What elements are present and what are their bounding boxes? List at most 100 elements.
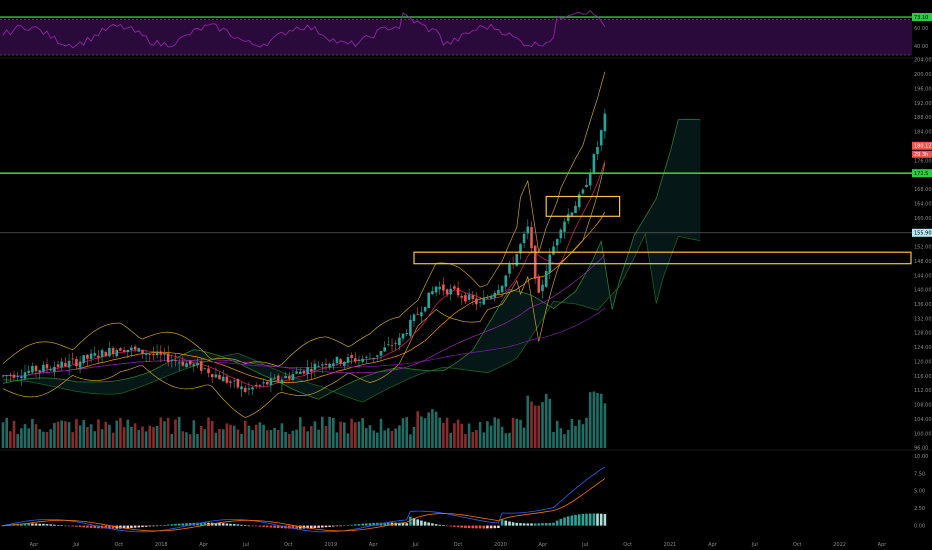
macd-hist-bar xyxy=(269,525,273,528)
rsi-levels xyxy=(0,16,912,56)
candle-body xyxy=(12,374,16,378)
volume-bar xyxy=(265,430,269,448)
volume-bar xyxy=(544,393,548,448)
candle-body xyxy=(431,291,434,295)
macd-hist-bar xyxy=(339,525,342,527)
macd-hist-bar xyxy=(541,523,544,526)
price-tick: 108.00 xyxy=(914,403,932,409)
candle-body xyxy=(133,346,137,350)
macd-hist-bar xyxy=(511,522,515,526)
candle-body xyxy=(203,368,207,370)
volume-bar xyxy=(570,418,574,448)
volume-bar xyxy=(247,425,251,448)
volume-bar xyxy=(434,411,438,448)
macd-hist-bar xyxy=(383,522,386,526)
macd-hist-bar xyxy=(390,522,394,526)
macd-hist-bar xyxy=(574,514,577,526)
volume-bar xyxy=(12,420,16,448)
volume-bar xyxy=(519,419,522,448)
candle-body xyxy=(603,113,607,132)
volume-bar xyxy=(258,422,262,448)
volume-bar xyxy=(221,429,225,448)
volume-bar xyxy=(152,427,155,448)
candle-body xyxy=(288,376,291,379)
candle-body xyxy=(423,306,427,312)
bollinger-lower xyxy=(2,163,606,418)
candle-body xyxy=(390,345,394,347)
volume-bar xyxy=(339,421,342,448)
candle-body xyxy=(251,387,254,390)
candle-body xyxy=(148,354,152,355)
volume-bar xyxy=(108,424,111,448)
macd-pane[interactable]: 10.00 7.50 5.00 2.50 0.00 xyxy=(1,454,929,533)
candle-body xyxy=(78,361,82,368)
volume-bar xyxy=(489,425,493,448)
candle-body xyxy=(537,276,541,293)
volume-bar xyxy=(276,429,280,448)
volume-bar xyxy=(387,428,390,448)
candle-body xyxy=(434,286,438,293)
macd-hist-bar xyxy=(398,522,401,526)
candle-body xyxy=(383,347,386,352)
volume-bar xyxy=(126,419,130,448)
rsi-pane[interactable]: 60.00 40.00 73.10 xyxy=(0,10,932,56)
candle-body xyxy=(416,313,419,315)
volume-bar xyxy=(460,423,463,448)
volume-bar xyxy=(420,416,423,448)
candle-body xyxy=(225,376,229,383)
time-tick: Apr xyxy=(708,542,718,548)
volume-bar xyxy=(104,421,108,448)
candle-body xyxy=(456,287,460,296)
price-tick: 112.00 xyxy=(914,388,932,394)
macd-hist-bar xyxy=(603,513,607,526)
volume-bar xyxy=(464,434,467,448)
macd-tick: 10.00 xyxy=(914,454,928,460)
candle-body xyxy=(280,379,284,384)
candle-body xyxy=(530,227,533,249)
horizontal-levels[interactable] xyxy=(0,172,912,234)
volume-bar xyxy=(350,418,353,448)
volume-bar xyxy=(23,424,27,448)
macd-hist-bar xyxy=(588,513,592,526)
volume-bar xyxy=(493,417,497,448)
macd-hist-bar xyxy=(93,525,97,529)
candle-body xyxy=(236,379,240,388)
macd-hist-bar xyxy=(119,525,122,529)
candle-body xyxy=(504,275,508,287)
volume-bar xyxy=(45,432,49,448)
candle-body xyxy=(53,366,56,372)
candle-body xyxy=(299,371,302,375)
macd-hist-bar xyxy=(104,525,108,529)
candle-body xyxy=(497,289,500,294)
candle-body xyxy=(108,348,111,357)
macd-hist-bar xyxy=(60,525,63,526)
macd-hist-bar xyxy=(412,518,416,526)
macd-hist-bar xyxy=(181,523,185,526)
volume-bar xyxy=(137,429,141,448)
macd-hist-bar xyxy=(332,525,335,527)
candle-body xyxy=(361,358,364,362)
macd-hist-bar xyxy=(111,525,115,529)
candle-body xyxy=(310,368,313,372)
macd-hist-bar xyxy=(229,523,232,526)
macd-hist-bar xyxy=(471,525,475,529)
candle-body xyxy=(552,246,555,255)
macd-hist-bar xyxy=(188,523,192,526)
candle-body xyxy=(166,353,170,362)
candle-body xyxy=(317,366,320,367)
countdown-tag-bg xyxy=(912,150,932,158)
volume-bar xyxy=(574,425,577,448)
cloud-fill xyxy=(3,119,701,403)
price-zones[interactable] xyxy=(413,195,912,265)
volume-bar xyxy=(229,424,232,448)
price-tick: 128.00 xyxy=(914,331,932,337)
volume-bar xyxy=(71,432,74,448)
moving-average-20 xyxy=(2,211,606,383)
macd-hist-bar xyxy=(566,516,570,526)
time-tick: Apr xyxy=(30,542,40,548)
candle-body xyxy=(372,357,375,360)
price-pane[interactable]: 204.00 200.00 196.00 192.00 188.00 184.00 180.… xyxy=(0,58,932,452)
volume-bar xyxy=(159,417,163,448)
candle-body xyxy=(199,361,203,371)
